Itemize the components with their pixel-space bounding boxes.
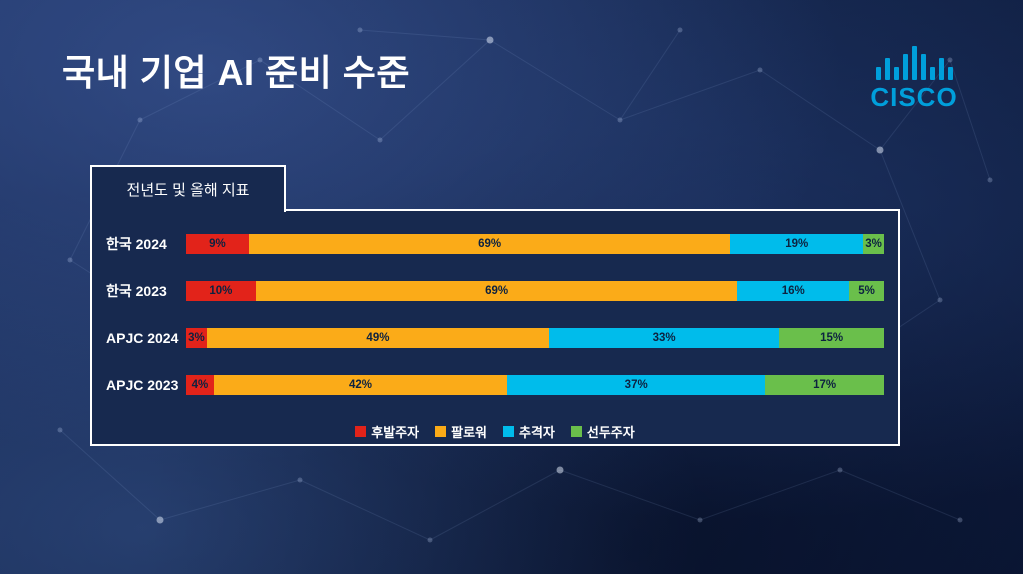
bar-segment-추격자: 16% <box>737 281 850 301</box>
bar-track: 9% 69% 19% 3% <box>186 234 884 254</box>
bar-segment-팔로워: 42% <box>213 375 508 395</box>
chart-row: APJC 2023 4% 42% 37% 17% <box>106 375 884 395</box>
bar-track: 4% 42% 37% 17% <box>186 375 884 395</box>
legend-item: 선두주자 <box>570 422 635 441</box>
category-label: 한국 2023 <box>106 283 167 299</box>
chart-rows: 한국 2024 9% 69% 19% 3% 한국 2023 10% 69% 16% 5% APJC … <box>106 234 884 395</box>
bar-segment-후발주자: 10% <box>186 281 256 301</box>
category-label: 한국 2024 <box>106 236 167 252</box>
cisco-logo-text: CISCO <box>870 82 958 112</box>
chart-row: 한국 2024 9% 69% 19% 3% <box>106 234 884 254</box>
bar-segment-선두주자: 3% <box>863 234 884 254</box>
legend-label: 추격자 <box>519 425 555 440</box>
chart-row: APJC 2024 3% 49% 33% 15% <box>106 328 884 348</box>
bar-segment-후발주자: 3% <box>186 328 207 348</box>
bar-segment-추격자: 37% <box>507 375 766 395</box>
chart-tab-label: 전년도 및 올해 지표 <box>126 182 250 199</box>
bar-track: 10% 69% 16% 5% <box>186 281 884 301</box>
bar-segment-추격자: 33% <box>548 328 780 348</box>
bar-segment-선두주자: 5% <box>849 281 884 301</box>
legend-swatch-icon <box>355 426 367 437</box>
bar-segment-팔로워: 69% <box>255 281 738 301</box>
legend-swatch-icon <box>570 426 582 437</box>
bar-segment-선두주자: 17% <box>765 375 884 395</box>
chart-row: 한국 2023 10% 69% 16% 5% <box>106 281 884 301</box>
chart-panel: 한국 2024 9% 69% 19% 3% 한국 2023 10% 69% 16% 5% APJC … <box>90 209 900 446</box>
bar-segment-선두주자: 15% <box>779 328 884 348</box>
legend-label: 선두주자 <box>586 425 635 440</box>
cisco-logo: CISCO <box>855 46 973 113</box>
legend-swatch-icon <box>435 426 447 437</box>
bar-segment-후발주자: 4% <box>186 375 214 395</box>
slide-title: 국내 기업 AI 준비 수준 <box>62 52 410 93</box>
bar-track: 3% 49% 33% 15% <box>186 328 884 348</box>
legend-item: 팔로워 <box>435 422 487 441</box>
legend-item: 후발주자 <box>355 422 419 441</box>
bar-segment-팔로워: 49% <box>206 328 549 348</box>
bar-segment-팔로워: 69% <box>248 234 731 254</box>
legend-label: 팔로워 <box>451 425 487 440</box>
category-label: APJC 2023 <box>106 377 179 393</box>
cisco-bridge-icon <box>855 46 973 80</box>
legend-item: 추격자 <box>503 422 555 441</box>
category-label: APJC 2024 <box>106 330 179 346</box>
bar-segment-후발주자: 9% <box>186 234 249 254</box>
chart-tab: 전년도 및 올해 지표 <box>90 165 286 212</box>
chart-legend: 후발주자 팔로워 추격자 선두주자 <box>106 422 884 441</box>
legend-label: 후발주자 <box>371 425 420 440</box>
legend-swatch-icon <box>503 426 514 437</box>
bar-segment-추격자: 19% <box>730 234 864 254</box>
